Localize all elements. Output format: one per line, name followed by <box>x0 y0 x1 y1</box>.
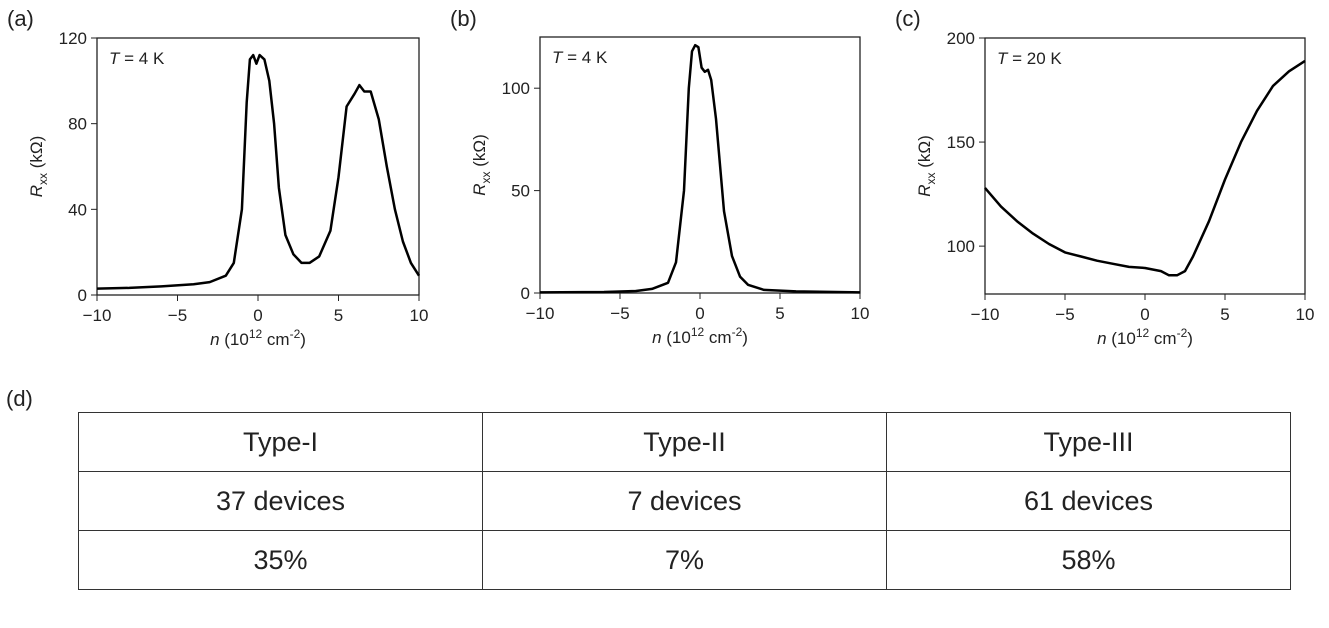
x-axis-label-part: 12 <box>691 325 705 339</box>
x-axis-label: n (1012 cm-2) <box>1097 326 1193 348</box>
y-axis-label: Rxx (kΩ) <box>470 134 493 196</box>
x-axis-label: n (1012 cm-2) <box>652 325 748 347</box>
y-tick-label: 100 <box>947 237 975 256</box>
data-line <box>96 53 421 290</box>
y-tick-label: 50 <box>511 182 530 201</box>
x-tick-label: 10 <box>410 306 429 325</box>
x-axis-label-part: cm <box>1149 329 1176 348</box>
x-tick-label: 0 <box>253 306 262 325</box>
plot-frame <box>539 36 861 294</box>
x-tick-label: −10 <box>971 305 1000 324</box>
y-axis-label-part: xx <box>924 172 938 184</box>
annotation: T = 4 K <box>552 48 608 67</box>
x-tick-label: 5 <box>775 304 784 323</box>
annotation-part: T <box>109 49 121 68</box>
table-cell: 58% <box>886 530 1291 590</box>
y-tick-label: 100 <box>502 79 530 98</box>
data-line <box>539 43 861 294</box>
y-axis-label: Rxx (kΩ) <box>27 136 50 198</box>
y-axis-label-part: (kΩ) <box>915 135 934 172</box>
annotation-part: = 4 K <box>562 48 608 67</box>
x-axis-label-part: (10 <box>662 328 691 347</box>
y-tick-label: 40 <box>68 200 87 219</box>
y-axis-label-part: (kΩ) <box>27 136 46 173</box>
y-axis-label-part: xx <box>479 171 493 183</box>
x-axis-label-part: -2 <box>1177 326 1188 340</box>
table-row: 35% 7% 58% <box>78 530 1291 590</box>
annotation: T = 4 K <box>109 49 165 68</box>
y-axis-label-part: (kΩ) <box>470 134 489 171</box>
panel-label: (a) <box>7 6 34 31</box>
y-tick-label: 120 <box>59 29 87 48</box>
x-axis-label-part: -2 <box>290 327 301 341</box>
x-axis-label: n (1012 cm-2) <box>210 327 306 349</box>
x-axis-label-part: ) <box>1187 329 1193 348</box>
panel-label: (c) <box>895 6 921 31</box>
x-tick-label: −10 <box>526 304 555 323</box>
x-axis-label-part: -2 <box>732 325 743 339</box>
plot-frame <box>984 37 1306 295</box>
y-axis-label-part: R <box>915 184 934 196</box>
y-axis-label: Rxx (kΩ) <box>915 135 938 197</box>
panel-label: (d) <box>6 386 33 411</box>
table-cell: 61 devices <box>886 471 1291 531</box>
annotation: T = 20 K <box>997 49 1062 68</box>
x-axis-label-part: (10 <box>1107 329 1136 348</box>
table-cell: Type-II <box>482 412 887 472</box>
x-tick-label: −10 <box>83 306 112 325</box>
x-axis-label-part: ) <box>300 330 306 349</box>
x-tick-label: 0 <box>1140 305 1149 324</box>
summary-table: Type-I Type-II Type-III 37 devices 7 devices… <box>78 412 1291 590</box>
y-tick-label: 0 <box>78 286 87 305</box>
y-tick-label: 200 <box>947 29 975 48</box>
x-tick-label: 0 <box>695 304 704 323</box>
table-cell: 37 devices <box>78 471 483 531</box>
y-tick-label: 150 <box>947 133 975 152</box>
x-axis-label-part: cm <box>704 328 731 347</box>
x-axis-label-part: cm <box>262 330 289 349</box>
x-tick-label: 5 <box>1220 305 1229 324</box>
panel-label: (b) <box>450 6 477 31</box>
annotation-part: = 20 K <box>1007 49 1062 68</box>
table-cell: 7% <box>482 530 887 590</box>
x-axis-label-part: 12 <box>249 327 263 341</box>
y-tick-label: 80 <box>68 115 87 134</box>
y-axis-label-part: R <box>27 185 46 197</box>
x-axis-label-part: n <box>1097 329 1106 348</box>
x-tick-label: −5 <box>610 304 629 323</box>
x-tick-label: −5 <box>168 306 187 325</box>
x-tick-label: 5 <box>334 306 343 325</box>
x-axis-label-part: n <box>210 330 219 349</box>
annotation-part: = 4 K <box>119 49 165 68</box>
x-tick-label: 10 <box>1296 305 1315 324</box>
y-axis-label-part: R <box>470 183 489 195</box>
annotation-part: T <box>552 48 564 67</box>
annotation-part: T <box>997 49 1009 68</box>
table-cell: 35% <box>78 530 483 590</box>
x-tick-label: −5 <box>1055 305 1074 324</box>
x-axis-label-part: n <box>652 328 661 347</box>
x-axis-label-part: 12 <box>1136 326 1150 340</box>
data-line <box>984 59 1306 277</box>
y-tick-label: 0 <box>521 284 530 303</box>
plot-frame <box>96 37 420 296</box>
x-axis-label-part: ) <box>742 328 748 347</box>
table-cell: Type-III <box>886 412 1291 472</box>
table-cell: Type-I <box>78 412 483 472</box>
table-cell: 7 devices <box>482 471 887 531</box>
table-row: Type-I Type-II Type-III <box>78 412 1291 472</box>
table-row: 37 devices 7 devices 61 devices <box>78 471 1291 531</box>
x-axis-label-part: (10 <box>220 330 249 349</box>
x-tick-label: 10 <box>851 304 870 323</box>
y-axis-label-part: xx <box>36 173 50 185</box>
